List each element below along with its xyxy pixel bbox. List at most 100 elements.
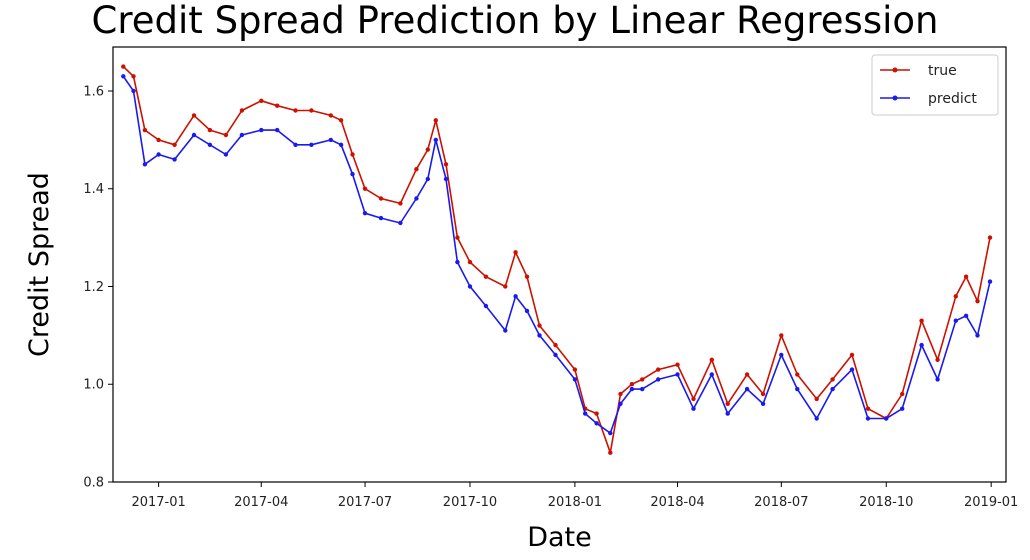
data-point-predict	[455, 259, 460, 265]
data-point-predict	[583, 411, 588, 416]
data-point-true	[618, 391, 623, 397]
data-point-predict	[900, 406, 905, 411]
data-point-predict	[744, 386, 750, 392]
data-point-true	[900, 391, 905, 397]
data-point-predict	[239, 132, 245, 138]
data-point-true	[172, 142, 177, 147]
data-point-true	[760, 391, 766, 397]
data-point-true	[259, 98, 264, 104]
data-point-true	[293, 108, 298, 113]
data-point-predict	[935, 377, 940, 382]
data-point-predict	[675, 372, 680, 377]
data-point-true	[467, 259, 473, 265]
data-point-predict	[537, 333, 542, 338]
data-point-true	[975, 299, 980, 304]
data-point-true	[121, 64, 126, 69]
data-point-predict	[553, 352, 558, 358]
data-point-true	[795, 372, 800, 377]
x-tick-label: 2017-07	[338, 495, 392, 510]
data-point-predict	[362, 211, 368, 216]
data-point-true	[935, 357, 940, 362]
data-point-true	[503, 284, 508, 289]
data-point-true	[142, 127, 148, 133]
data-point-true	[156, 137, 161, 143]
data-point-true	[433, 118, 438, 123]
data-point-true	[725, 401, 730, 406]
data-point-true	[691, 396, 696, 402]
data-point-predict	[414, 196, 419, 201]
x-tick-label: 2018-07	[754, 495, 808, 510]
data-point-true	[207, 127, 213, 133]
plot-frame	[112, 46, 1007, 483]
data-point-true	[223, 132, 229, 138]
data-point-predict	[513, 294, 518, 299]
data-point-predict	[656, 377, 661, 382]
data-point-predict	[425, 176, 430, 182]
x-axis: 2017-01 2017-04 2017-07 2017-10 2018-01 2018-…	[131, 482, 1018, 510]
x-tick-label: 2018-01	[548, 495, 602, 510]
data-point-predict	[594, 421, 599, 426]
chart-title: Credit Spread Prediction by Linear Regre…	[91, 0, 939, 42]
data-point-true	[338, 118, 344, 123]
data-point-true	[865, 406, 871, 411]
legend-label-predict: predict	[928, 91, 977, 107]
data-point-true	[963, 274, 969, 279]
data-point-true	[553, 342, 558, 348]
x-tick-label: 2017-10	[443, 495, 497, 510]
data-point-predict	[207, 142, 213, 147]
data-point-predict	[814, 416, 819, 421]
data-point-predict	[350, 171, 355, 177]
data-point-true	[987, 235, 993, 240]
data-point-predict	[503, 328, 508, 333]
data-point-predict	[433, 137, 438, 143]
series-layer	[121, 64, 993, 455]
data-point-true	[953, 294, 958, 299]
data-point-true	[483, 274, 489, 279]
data-point-predict	[398, 220, 403, 226]
data-point-predict	[830, 386, 835, 392]
data-point-predict	[172, 157, 177, 162]
data-point-predict	[691, 406, 696, 411]
y-tick-label: 1.2	[83, 280, 104, 295]
y-tick-label: 0.8	[83, 476, 104, 491]
data-point-predict	[608, 430, 613, 436]
data-point-predict	[987, 279, 993, 284]
data-point-true	[239, 108, 245, 113]
data-point-true	[919, 318, 924, 323]
data-point-true	[629, 382, 635, 387]
legend-label-true: true	[928, 63, 957, 79]
y-tick-label: 1.4	[83, 182, 104, 197]
data-point-predict	[483, 303, 489, 309]
data-point-predict	[191, 132, 197, 138]
data-point-predict	[121, 74, 126, 79]
data-point-true	[849, 352, 855, 358]
data-point-true	[425, 147, 430, 152]
data-point-predict	[275, 127, 280, 133]
data-point-true	[275, 103, 280, 108]
data-point-predict	[467, 284, 473, 289]
data-point-predict	[156, 152, 161, 157]
data-point-true	[779, 333, 784, 338]
y-tick-label: 1.6	[83, 84, 104, 99]
data-point-true	[414, 167, 419, 172]
data-point-predict	[378, 215, 384, 221]
data-point-predict	[443, 176, 449, 182]
data-point-predict	[963, 313, 969, 318]
data-point-true	[362, 186, 368, 191]
x-axis-title: Date	[527, 522, 592, 553]
data-point-true	[513, 250, 518, 255]
x-tick-label: 2018-10	[859, 495, 913, 510]
legend-marker-predict	[892, 95, 898, 101]
data-point-predict	[572, 377, 578, 382]
data-point-true	[131, 74, 136, 79]
data-point-predict	[131, 88, 136, 94]
y-axis-title: Credit Spread	[24, 172, 55, 357]
data-point-predict	[618, 401, 623, 406]
data-point-true	[814, 396, 819, 402]
data-point-true	[675, 362, 680, 367]
data-point-true	[443, 162, 449, 167]
data-point-true	[191, 113, 197, 118]
data-point-true	[328, 113, 333, 118]
x-tick-label: 2017-01	[131, 495, 185, 510]
